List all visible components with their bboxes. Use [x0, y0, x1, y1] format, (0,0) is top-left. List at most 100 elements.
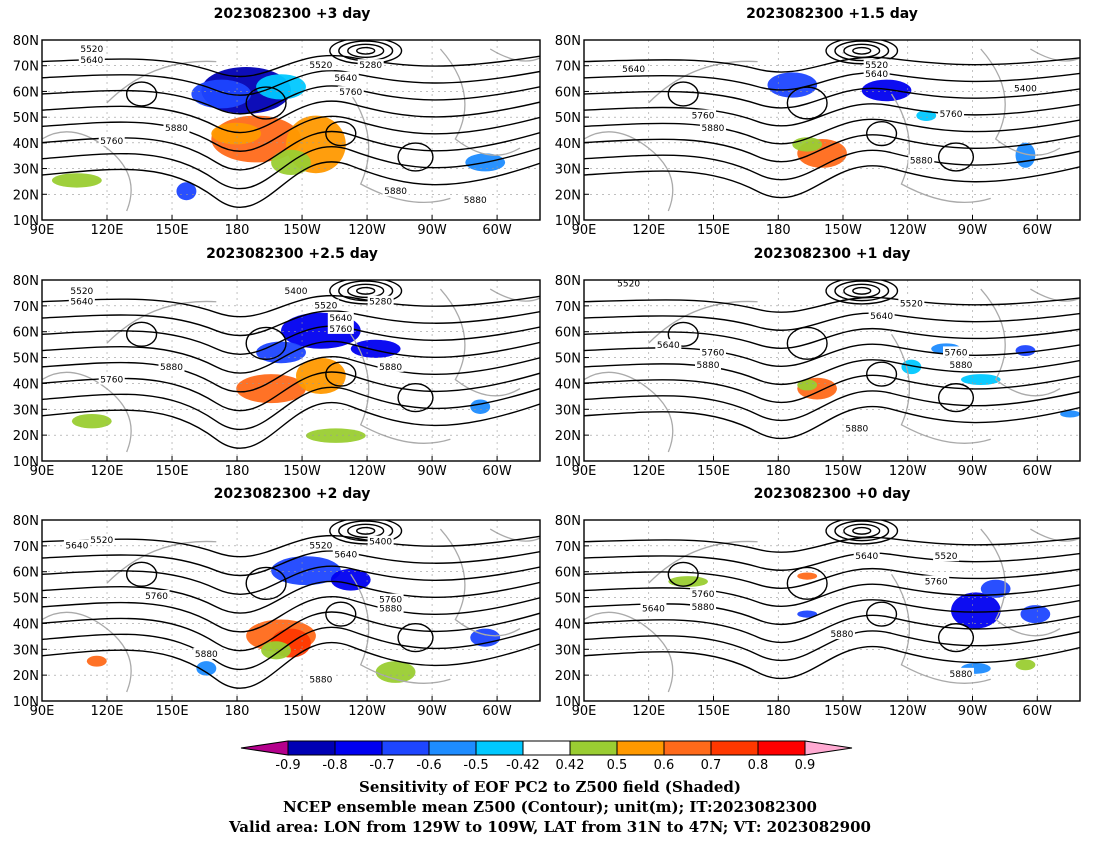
contour-label-bg [337, 86, 364, 98]
closed-contour [786, 566, 828, 600]
lat-tick-label: 70N [13, 60, 39, 75]
lon-tick-label: 90E [30, 464, 55, 479]
lat-tick-label: 30N [13, 403, 39, 418]
sensitivity-shading [1060, 410, 1080, 418]
sensitivity-shading [196, 661, 217, 676]
closed-contour [329, 520, 403, 545]
contour-label-bg [938, 107, 965, 119]
contour-label: 5760 [692, 112, 715, 122]
lat-tick-label: 50N [555, 592, 581, 607]
lon-tick-label: 120E [90, 464, 123, 479]
lon-tick-label: 180 [766, 223, 791, 238]
contour-label: 5760 [692, 590, 715, 600]
lat-tick-label: 10N [555, 695, 581, 710]
contour-label-bg [357, 59, 384, 71]
colorbar-segment [287, 740, 336, 756]
z500-contour [42, 146, 540, 190]
panel-title-3: 2023082300 +2.5 day [206, 246, 378, 262]
colorbar-tick-label: -0.5 [463, 758, 488, 773]
contour-label-bg [462, 194, 489, 206]
coastline [648, 60, 758, 104]
closed-contour [852, 286, 872, 295]
colorbar-segment [334, 740, 383, 756]
contour-label: 5520 [617, 280, 640, 290]
lat-tick-label: 80N [13, 514, 39, 529]
z500-contour [584, 390, 1080, 422]
contour-label-bg [943, 346, 969, 358]
closed-contour [125, 561, 158, 587]
z500-contour [584, 583, 1080, 608]
contour-label-bg [898, 297, 925, 309]
contour-label: 5520 [865, 61, 888, 71]
contour-label: 5640 [334, 74, 357, 84]
sensitivity-shading [256, 74, 306, 100]
contour-label-bg [307, 59, 334, 71]
contour-label: 5640 [65, 541, 88, 551]
z500-contour [42, 626, 540, 670]
contour-label: 5760 [940, 110, 963, 120]
closed-contour [397, 383, 434, 413]
z500-contour [42, 401, 540, 449]
closed-contour [347, 523, 385, 539]
lat-tick-label: 50N [555, 111, 581, 126]
sensitivity-shading [375, 661, 416, 683]
lon-tick-label: 120W [889, 464, 927, 479]
lon-tick-label: 90E [572, 464, 597, 479]
contour-label: 5880 [830, 630, 853, 640]
lon-tick-label: 60W [1023, 223, 1053, 238]
lon-tick-label: 150W [283, 704, 321, 719]
lon-tick-label: 150E [697, 704, 730, 719]
map-panel-4: 5520 5520 5640 5640 5760 5880 5760 5880 5880 80N 7… [555, 274, 1081, 479]
contour-label: 5760 [329, 325, 352, 335]
contour-label: 5880 [950, 670, 973, 680]
contour-label: 5760 [145, 592, 168, 602]
sensitivity-shading [86, 655, 107, 667]
colorbar-tick-label: -0.42 [506, 758, 540, 773]
lon-tick-label: 180 [766, 704, 791, 719]
contour-label-bg [828, 628, 855, 640]
z500-contour [42, 371, 540, 412]
lat-tick-label: 20N [13, 669, 39, 684]
lon-tick-label: 150E [156, 223, 189, 238]
lon-tick-label: 60W [1023, 704, 1053, 719]
contour-label: 5520 [90, 536, 113, 546]
closed-contour [866, 601, 898, 627]
colorbar-tick-label: 0.9 [795, 758, 816, 773]
panel-frame [583, 279, 1081, 462]
contour-label: 5280 [369, 298, 392, 308]
sensitivity-shading [767, 72, 818, 98]
lon-tick-label: 90E [572, 223, 597, 238]
sensitivity-shading [1015, 345, 1036, 357]
lon-tick-label: 150W [283, 464, 321, 479]
z500-contour [584, 87, 1080, 109]
lat-tick-label: 80N [555, 514, 581, 529]
contour-label-bg [78, 53, 105, 65]
contour-label: 5760 [925, 578, 948, 588]
z500-contour [42, 641, 540, 689]
z500-contour [584, 56, 1080, 73]
contour-label: 5640 [865, 70, 888, 80]
contour-label: 5880 [692, 603, 715, 613]
coastline [350, 573, 451, 684]
contour-label-bg [282, 284, 309, 296]
z500-contour [584, 568, 1080, 589]
sensitivity-shading [916, 110, 937, 121]
lon-tick-label: 90E [30, 704, 55, 719]
contour-label: 5520 [900, 300, 923, 310]
sensitivity-shading [1020, 605, 1051, 624]
z500-contour [584, 149, 1080, 181]
z500-contour [584, 599, 1080, 625]
z500-contour [584, 103, 1080, 127]
lon-tick-label: 90E [30, 223, 55, 238]
contour-label-bg [863, 68, 890, 80]
lat-tick-label: 70N [555, 300, 581, 315]
colorbar-segment [475, 740, 524, 756]
closed-contour [356, 526, 376, 535]
lat-tick-label: 30N [555, 403, 581, 418]
lon-tick-label: 150W [824, 704, 862, 719]
lon-tick-label: 120W [889, 704, 927, 719]
z500-contour [42, 356, 540, 393]
closed-contour [347, 43, 385, 58]
